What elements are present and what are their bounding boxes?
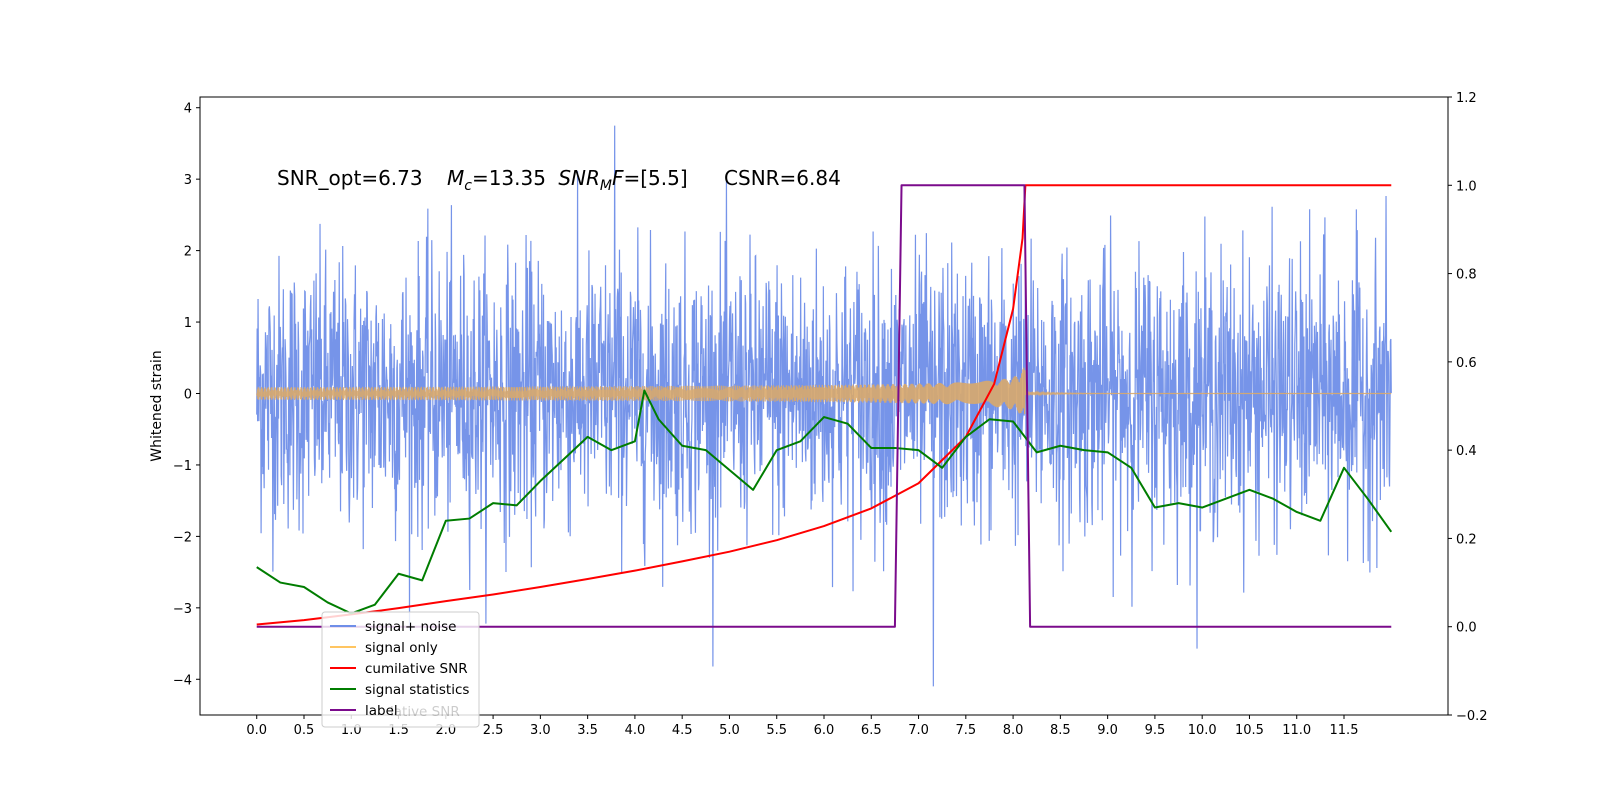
x-tick-label: 9.0	[1097, 723, 1118, 738]
x-tick-label: 5.0	[719, 723, 740, 738]
legend-label: cumilative SNR	[365, 661, 468, 677]
mc-symbol: M	[447, 166, 464, 190]
label-line	[256, 184, 1392, 628]
x-tick-label: 10.0	[1188, 723, 1217, 738]
y-tick-label: −2	[173, 530, 192, 545]
y-tick-label: 3	[184, 173, 192, 188]
x-tick-label: 8.5	[1050, 723, 1071, 738]
x-tick-label: 5.5	[766, 723, 787, 738]
y-tick-label: 0	[184, 387, 192, 402]
x-tick-label: 7.5	[955, 723, 976, 738]
y2-tick-label: 1.2	[1456, 91, 1477, 106]
signal-statistics-line	[256, 389, 1393, 615]
y2-tick-label: 0.2	[1456, 532, 1477, 547]
x-tick-label: 6.5	[861, 723, 882, 738]
snr-mf-f: F	[612, 166, 624, 190]
x-tick-label: 11.0	[1282, 723, 1311, 738]
signal-noise-series	[256, 125, 1392, 687]
y2-tick-label: 0.4	[1456, 444, 1477, 459]
snr-annotation: SNR_opt=6.73 Mc=13.35 SNRMF=[5.5] CSNR=6…	[277, 166, 841, 194]
x-tick-label: 10.5	[1235, 723, 1264, 738]
y2-tick-label: 1.0	[1456, 179, 1477, 194]
legend-label: signal statistics	[365, 682, 469, 698]
y-tick-label: 2	[184, 245, 192, 260]
snr-mf-value: =[5.5]	[624, 166, 688, 190]
right-axis-series	[256, 184, 1393, 628]
cumilative-snr-line	[256, 184, 1392, 626]
mc-subscript: c	[464, 178, 472, 194]
y-tick-label: −3	[173, 602, 192, 617]
x-tick-label: 9.5	[1145, 723, 1166, 738]
x-tick-label: 4.5	[672, 723, 693, 738]
x-tick-label: 7.0	[908, 723, 929, 738]
x-tick-label: 8.0	[1003, 723, 1024, 738]
y2-tick-label: 0.8	[1456, 268, 1477, 283]
x-tick-label: 3.0	[530, 723, 551, 738]
legend-label: signal only	[365, 640, 438, 656]
csnr-text: CSNR=6.84	[724, 166, 841, 190]
y-tick-label: 1	[184, 316, 192, 331]
y-tick-label: 4	[184, 102, 192, 117]
x-tick-label: 0.0	[246, 723, 267, 738]
legend-box	[321, 611, 480, 728]
y2-tick-label: 0.6	[1456, 356, 1477, 371]
snr-mf-subscript: M	[600, 178, 612, 194]
x-tick-label: 2.5	[483, 723, 504, 738]
x-tick-label: 0.5	[294, 723, 315, 738]
x-tick-label: 6.0	[814, 723, 835, 738]
signal-noise-line	[256, 125, 1392, 687]
y-tick-label: −4	[173, 673, 192, 688]
x-tick-label: 3.5	[577, 723, 598, 738]
y2-tick-label: 0.0	[1456, 621, 1477, 636]
mc-value: =13.35	[472, 166, 546, 190]
snr-mf-symbol: SNR	[558, 166, 600, 190]
signal-only-series	[256, 367, 1392, 415]
snr-opt-text: SNR_opt=6.73	[277, 166, 423, 190]
y-axis-right: 1.2 1.0 0.8 0.6 0.4 0.2 0.0 −0.2	[1448, 91, 1488, 724]
y2-tick-label: −0.2	[1456, 709, 1488, 724]
signal-only-line	[256, 367, 1392, 415]
x-tick-label: 11.5	[1330, 723, 1359, 738]
legend-label: label	[365, 703, 398, 719]
y-tick-label: −1	[173, 459, 192, 474]
x-tick-label: 4.0	[625, 723, 646, 738]
y-axis-left: 4 3 2 1 0 −1 −2 −3 −4	[173, 102, 200, 688]
legend-overlapped-text: lative SNR	[390, 704, 460, 720]
legend: lative SNR signal+ noise signal only cumila…	[321, 611, 480, 728]
y-axis-label: Whitened strain	[149, 350, 165, 461]
legend-label: signal+ noise	[365, 619, 456, 635]
